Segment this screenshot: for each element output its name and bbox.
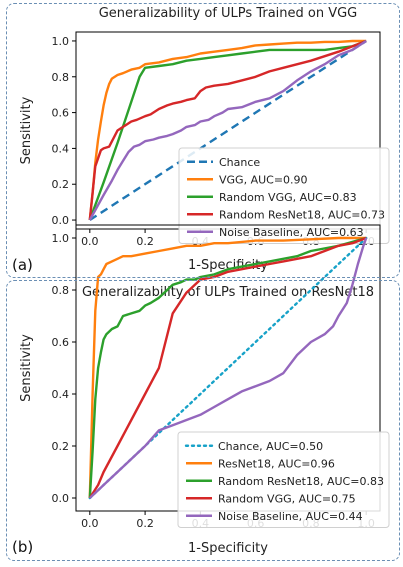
panel-b-legend-label-1: ResNet18, AUC=0.96 (218, 457, 335, 470)
panel-b-title: Generalizability of ULPs Trained on ResN… (82, 285, 374, 300)
panel-a-legend-label-1: VGG, AUC=0.90 (219, 173, 308, 186)
panel-b-panel-label: (b) (12, 538, 33, 556)
panel-a-x-tick-label: 0.2 (136, 235, 154, 248)
panel-a-series-line-2 (88, 39, 367, 221)
panel-b-legend-label-2: Random ResNet18, AUC=0.83 (218, 475, 384, 488)
panel-b-y-tick-label: 0.8 (52, 284, 70, 297)
panel-a-y-tick-label: 0.0 (52, 214, 70, 227)
panel-b-y-tick-label: 0.0 (52, 492, 70, 505)
panel-b-legend-label-4: Noise Baseline, AUC=0.44 (218, 510, 363, 523)
panel-b-x-axis-label: 1-Specificity (188, 541, 268, 556)
panel-b-y-tick-label: 0.6 (52, 336, 70, 349)
panel-b-series-line-1 (88, 236, 367, 499)
panel-a-y-tick-label: 0.6 (52, 107, 70, 120)
panel-a-legend-box (178, 147, 390, 244)
panel-a-legend-label-4: Noise Baseline, AUC=0.63 (219, 226, 364, 239)
panel-b-chart: Generalizability of ULPs Trained on ResN… (12, 224, 390, 556)
panel-a-series-line-4 (88, 39, 367, 221)
panel-b-x-tick-label: 0.2 (136, 517, 154, 530)
panel-a-x-tick-label: 0.0 (81, 235, 99, 248)
panel-a-y-tick-label: 0.2 (52, 178, 70, 191)
panel-b-y-tick-label: 0.2 (52, 440, 70, 453)
panel-a-y-axis-label: Sensitivity (19, 96, 34, 164)
panel-b-series-line-2 (88, 236, 367, 499)
panel-a-legend-label-2: Random VGG, AUC=0.83 (219, 191, 357, 204)
panel-b-frame (6, 280, 400, 561)
panel-a-series-line-3 (88, 39, 367, 221)
panel-b-y-axis-label: Sensitivity (19, 334, 34, 402)
panel-a-y-tick-label: 0.4 (52, 142, 70, 155)
panel-a-panel-label: (a) (12, 256, 33, 274)
panel-b-x-tick-label: 0.0 (81, 517, 99, 530)
panel-a-x-axis-label: 1-Specificity (188, 258, 268, 273)
panel-b-series-line-4 (88, 237, 368, 499)
panel-a-legend-label-0: Chance (219, 156, 260, 169)
panel-a-y-tick-label: 1.0 (52, 35, 70, 48)
panel-b-y-tick-label: 1.0 (52, 232, 70, 245)
panel-b-y-tick-label: 0.4 (52, 388, 70, 401)
panel-a-chart: Generalizability of ULPs Trained on VGG 0… (12, 6, 390, 274)
panel-b-legend-box (177, 431, 390, 528)
panel-a-frame (6, 3, 400, 278)
panel-a-series-line-0 (89, 39, 367, 222)
panel-a-series-line-1 (88, 39, 367, 221)
panel-b-series-line-3 (88, 236, 367, 499)
panel-b-legend-label-0: Chance, AUC=0.50 (218, 440, 323, 453)
panel-b-legend-label-3: Random VGG, AUC=0.75 (218, 492, 356, 505)
panel-a-legend-label-3: Random ResNet18, AUC=0.73 (219, 208, 385, 221)
panel-a-y-tick-label: 0.8 (52, 71, 70, 84)
panel-a-title: Generalizability of ULPs Trained on VGG (99, 6, 358, 21)
